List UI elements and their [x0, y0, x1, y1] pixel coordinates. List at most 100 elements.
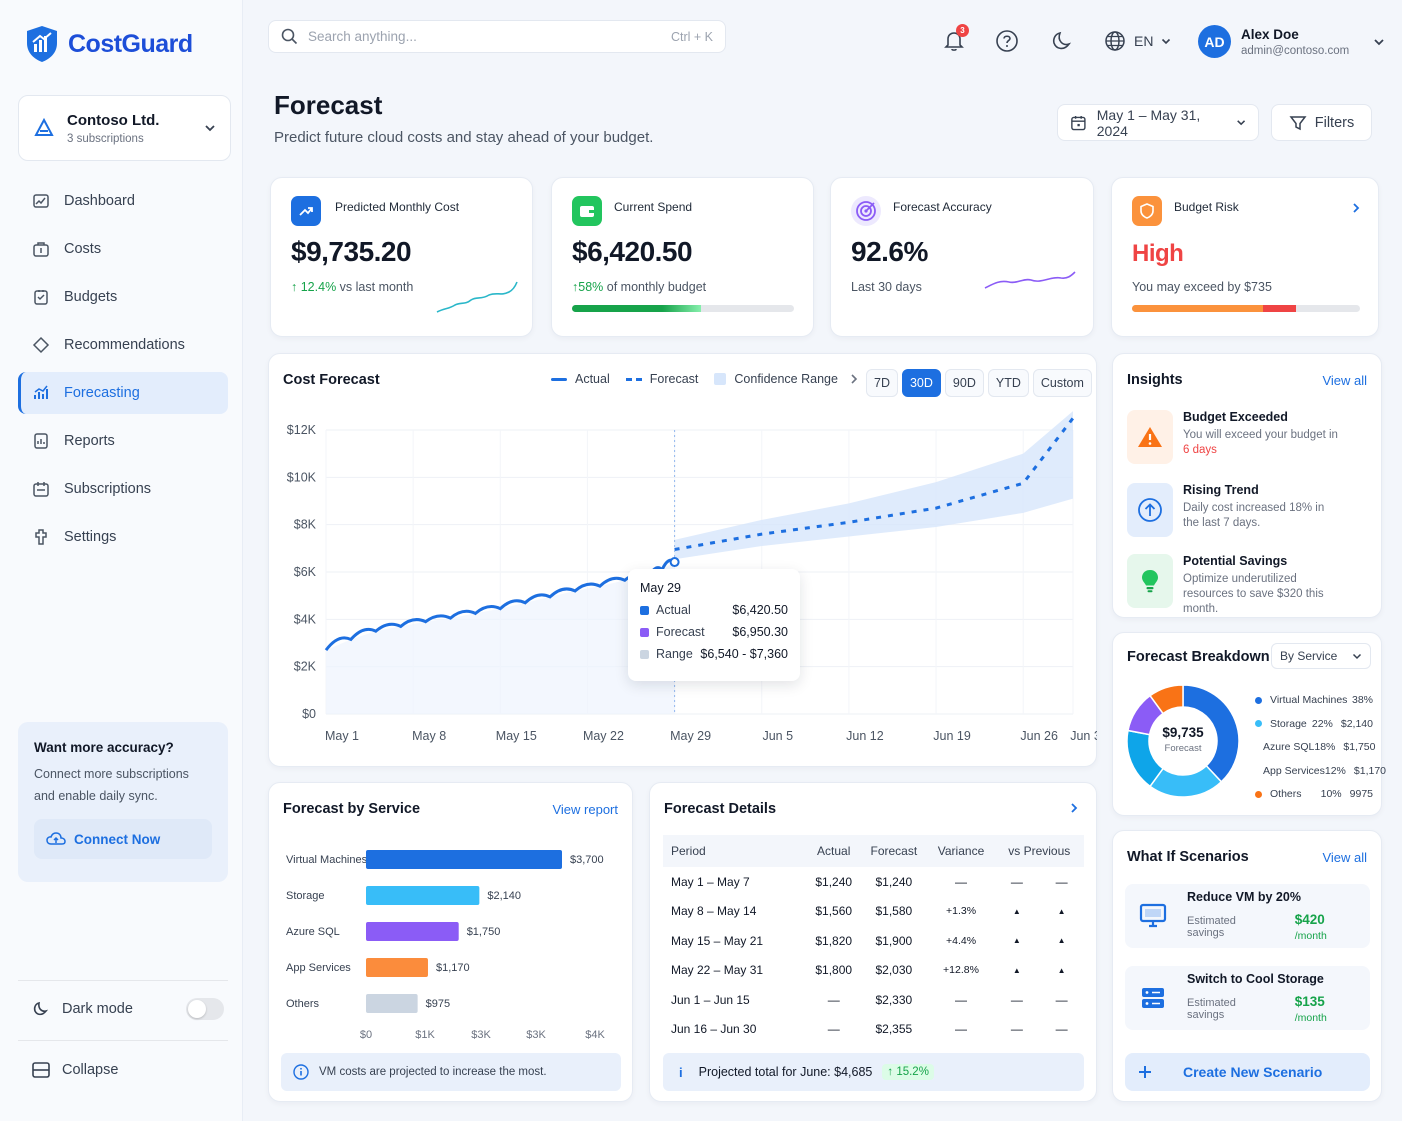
sidebar-item-reports[interactable]: Reports [18, 420, 228, 462]
sidebar-item-costs[interactable]: Costs [18, 228, 228, 270]
service-bar[interactable] [366, 922, 459, 941]
sidebar-item-forecasting[interactable]: Forecasting [18, 372, 228, 414]
legend-pct: 12% [1324, 764, 1346, 777]
table-row[interactable]: May 8 – May 14 $1,560 $1,580 +1.3% ▲ ▲ [663, 897, 1084, 927]
language-selector[interactable]: EN [1104, 30, 1171, 52]
scenario-item[interactable]: Switch to Cool Storage Estimated savings… [1125, 966, 1370, 1030]
sidebar-item-subscriptions[interactable]: Subscriptions [18, 468, 228, 510]
collapse-button[interactable]: Collapse [18, 1062, 228, 1078]
bar-value: $3,700 [570, 854, 604, 866]
breakdown-donut [1126, 684, 1240, 798]
notifications-button[interactable]: 3 [941, 24, 969, 54]
user-menu[interactable]: AD Alex Doe admin@contoso.com [1198, 25, 1385, 58]
insight-item[interactable]: Rising Trend Daily cost increased 18% in … [1127, 483, 1343, 537]
range-30d[interactable]: 30D [901, 369, 941, 397]
range-custom[interactable]: Custom [1032, 369, 1092, 397]
cell-variance: +12.8% [943, 964, 979, 977]
cell-period: May 1 – May 7 [671, 874, 750, 889]
range-7d[interactable]: 7D [866, 369, 898, 397]
donut-slice[interactable] [1149, 684, 1184, 715]
filters-button[interactable]: Filters [1271, 104, 1372, 141]
donut-slice[interactable] [1182, 684, 1240, 783]
sidebar-item-dashboard[interactable]: Dashboard [18, 180, 228, 222]
column-header[interactable]: Forecast [860, 835, 928, 867]
chevron-right-icon[interactable] [850, 373, 858, 385]
create-scenario-button[interactable]: Create New Scenario [1125, 1053, 1370, 1091]
service-bar[interactable] [366, 850, 562, 869]
donut-center-label: Forecast [1164, 743, 1202, 754]
dark-mode-label: Dark mode [62, 1001, 133, 1017]
insight-text: You will exceed your budget in 6 days [1183, 428, 1343, 458]
sparkline [984, 271, 1076, 289]
dark-mode-toggle[interactable] [186, 998, 224, 1020]
column-header[interactable]: vs Previous [994, 835, 1084, 867]
date-range-picker[interactable]: May 1 – May 31, 2024 [1057, 104, 1259, 141]
legend-name: Virtual Machines [1270, 694, 1348, 706]
column-header[interactable]: Actual [807, 835, 861, 867]
service-bar[interactable] [366, 958, 428, 977]
avatar: AD [1198, 25, 1231, 58]
theme-toggle-button[interactable] [1049, 28, 1075, 54]
table-row[interactable]: Jun 16 – Jun 30 — $2,355 — — — [663, 1015, 1084, 1045]
insight-title: Rising Trend [1183, 483, 1259, 497]
legend-dot [1255, 790, 1262, 798]
service-bar[interactable] [366, 886, 480, 905]
scenario-item[interactable]: Reduce VM by 20% Estimated savings $420 /… [1125, 884, 1370, 948]
sidebar-item-settings[interactable]: Settings [18, 516, 228, 558]
filter-icon [1289, 115, 1307, 130]
insights-view-all[interactable]: View all [1322, 373, 1367, 388]
shield-alert-icon [1132, 196, 1162, 226]
kpi-predicted-monthly-cost[interactable]: Predicted Monthly Cost $9,735.20 ↑ 12.4%… [270, 177, 533, 337]
sidebar-item-budgets[interactable]: Budgets [18, 276, 228, 318]
forecast-details-table: Period Actual Forecast Variance vs Previous … [663, 835, 1084, 1044]
legend-name: App Services [1263, 764, 1325, 777]
cell-actual: — [827, 1022, 840, 1037]
table-row[interactable]: Jun 1 – Jun 15 — $2,330 — — — [663, 985, 1084, 1015]
scenarios-view-all[interactable]: View all [1322, 850, 1367, 865]
bell-icon [944, 32, 964, 51]
connect-now-button[interactable]: Connect Now [34, 819, 212, 859]
table-row[interactable]: May 15 – May 21 $1,820 $1,900 +4.4% ▲ ▲ [663, 926, 1084, 956]
by-service-note: VM costs are projected to increase the m… [281, 1053, 621, 1091]
insight-item[interactable]: Budget Exceeded You will exceed your budg… [1127, 410, 1343, 464]
kpi-current-spend[interactable]: Current Spend $6,420.50 ↑58% of monthly … [551, 177, 814, 337]
org-switcher[interactable]: Contoso Ltd. 3 subscriptions [18, 95, 231, 161]
cell-trend: ▲ [1057, 965, 1066, 975]
scenario-sub-label: Estimated savings [1187, 997, 1236, 1021]
sidebar-item-label: Dashboard [64, 193, 135, 209]
tooltip-value: $6,540 - $7,360 [700, 647, 788, 661]
help-button[interactable] [994, 28, 1020, 54]
sidebar-item-recommendations[interactable]: Recommendations [18, 324, 228, 366]
cell-actual: $1,820 [815, 933, 853, 948]
chart-legend: Actual Forecast Confidence Range [551, 372, 858, 386]
x-tick-label: $0 [360, 1029, 372, 1041]
legend-name: Storage [1270, 717, 1307, 730]
chevron-down-icon [1236, 120, 1245, 126]
arrow-up-icon: ↑ [572, 280, 579, 294]
table-row[interactable]: May 22 – May 31 $1,800 $2,030 +12.8% ▲ ▲ [663, 956, 1084, 986]
chevron-right-icon[interactable] [1070, 802, 1078, 814]
collapse-label: Collapse [62, 1062, 119, 1078]
search-box[interactable]: Search anything... Ctrl + K [268, 20, 726, 53]
view-report-link[interactable]: View report [552, 802, 618, 817]
kpi-budget-risk[interactable]: Budget Risk High You may exceed by $735 [1111, 177, 1379, 337]
promo-text: Connect more subscriptions and enable da… [34, 767, 189, 803]
column-header[interactable]: Variance [927, 835, 995, 867]
insight-highlight: 6 days [1183, 444, 1217, 456]
service-bar[interactable] [366, 994, 418, 1013]
search-icon [281, 28, 298, 45]
bar-label: Azure SQL [286, 926, 340, 938]
cell-vs-previous: — [1010, 874, 1023, 889]
insight-item[interactable]: Potential Savings Optimize underutilized … [1127, 554, 1343, 617]
chevron-right-icon [1353, 203, 1360, 213]
legend-amt: $1,750 [1343, 741, 1376, 753]
range-90d[interactable]: 90D [944, 369, 984, 397]
column-header[interactable]: Period [663, 835, 808, 867]
table-row[interactable]: May 1 – May 7 $1,240 $1,240 — — — [663, 867, 1084, 897]
range-ytd[interactable]: YTD [987, 369, 1029, 397]
details-footer: i Projected total for June: $4,685 ↑ 15.… [663, 1053, 1084, 1091]
x-tick-label: Jun 12 [846, 729, 884, 743]
kpi-forecast-accuracy[interactable]: Forecast Accuracy 92.6% Last 30 days [830, 177, 1094, 337]
app-logo[interactable]: CostGuard [24, 24, 193, 64]
breakdown-group-select[interactable]: By Service [1271, 643, 1371, 669]
